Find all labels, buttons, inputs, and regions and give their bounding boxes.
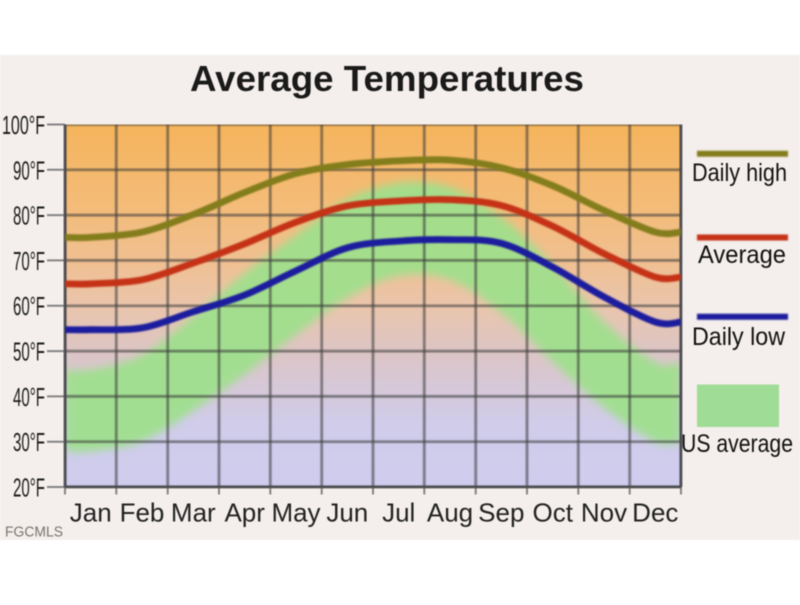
svg-text:80°F: 80°F [13,201,45,231]
svg-text:Jul: Jul [382,498,415,528]
svg-text:20°F: 20°F [13,473,45,503]
svg-text:30°F: 30°F [13,427,45,457]
svg-text:Daily high: Daily high [692,159,787,187]
svg-text:May: May [271,498,320,528]
svg-text:90°F: 90°F [13,155,45,185]
svg-text:Dec: Dec [632,498,678,528]
svg-text:50°F: 50°F [13,337,45,367]
svg-text:Average Temperatures: Average Temperatures [190,58,584,99]
svg-text:Sep: Sep [478,498,524,528]
svg-text:FGCMLS: FGCMLS [5,524,63,541]
svg-text:60°F: 60°F [13,291,45,321]
svg-text:100°F: 100°F [2,110,45,140]
svg-text:Apr: Apr [224,498,265,528]
svg-text:40°F: 40°F [13,382,45,412]
svg-text:70°F: 70°F [13,246,45,276]
svg-text:US average: US average [681,430,793,458]
svg-text:Feb: Feb [120,498,165,528]
svg-text:Oct: Oct [532,498,573,528]
svg-text:Mar: Mar [171,498,216,528]
svg-text:Jun: Jun [326,498,368,528]
svg-text:Aug: Aug [427,498,473,528]
svg-text:Jan: Jan [70,498,112,528]
svg-text:Daily low: Daily low [692,323,786,351]
svg-text:Average: Average [698,241,786,269]
svg-text:Nov: Nov [581,498,627,528]
